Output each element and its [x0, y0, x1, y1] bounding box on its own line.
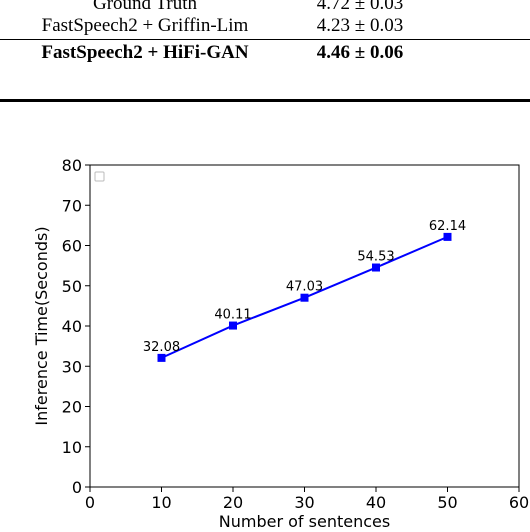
y-tick-label: 10 [62, 438, 82, 457]
y-tick-label: 70 [62, 196, 82, 215]
data-label: 54.53 [357, 250, 394, 265]
legend-box [94, 171, 105, 182]
data-point [300, 293, 309, 302]
x-tick-label: 40 [366, 493, 386, 512]
table-row: Ground Truth 4.72 ± 0.03 [0, 0, 530, 16]
x-tick-label: 30 [294, 493, 314, 512]
data-point [372, 263, 380, 272]
method-cell: Ground Truth [93, 0, 197, 14]
y-axis-label: Inference Time(Seconds) [32, 226, 51, 425]
score-cell: 4.72 ± 0.03 [316, 0, 404, 14]
data-point [443, 232, 452, 241]
table-row: FastSpeech2 + Griffin-Lim 4.23 ± 0.03 [0, 14, 530, 38]
y-tick-label: 80 [62, 156, 82, 175]
x-axis-label: Number of sentences [219, 512, 390, 531]
table-midrule [0, 39, 530, 40]
x-tick-label: 60 [509, 493, 529, 512]
y-tick-label: 0 [72, 478, 82, 497]
method-cell: FastSpeech2 + Griffin-Lim [41, 15, 249, 36]
method-cell: FastSpeech2 + HiFi-GAN [41, 42, 249, 63]
results-table: Ground Truth 4.72 ± 0.03 FastSpeech2 + G… [0, 0, 530, 110]
x-tick-label: 50 [437, 493, 457, 512]
data-point [157, 353, 166, 362]
score-cell: 4.23 ± 0.03 [316, 15, 404, 36]
x-tick-label: 10 [151, 493, 171, 512]
table-row-highlight: FastSpeech2 + HiFi-GAN 4.46 ± 0.06 [0, 41, 530, 65]
data-label: 32.08 [143, 340, 180, 355]
inference-time-chart: 0 10 20 30 40 50 60 0 10 20 30 40 50 60 70 80 32.08 40.1… [0, 150, 530, 532]
data-label: 47.03 [286, 280, 323, 295]
y-tick-label: 40 [62, 317, 82, 336]
plot-frame [89, 164, 520, 488]
y-tick-label: 20 [62, 398, 82, 417]
y-tick-label: 60 [62, 237, 82, 256]
data-label: 40.11 [214, 308, 251, 323]
y-tick-label: 50 [62, 277, 82, 296]
data-label: 62.14 [429, 219, 466, 234]
y-tick-label: 30 [62, 357, 82, 376]
table-bottomrule [0, 99, 530, 102]
chart-svg: 0 10 20 30 40 50 60 0 10 20 30 40 50 60 70 80 32.08 40.1… [32, 156, 529, 531]
score-cell: 4.46 ± 0.06 [316, 42, 404, 63]
x-tick-label: 0 [85, 493, 95, 512]
data-point [229, 321, 237, 330]
x-tick-label: 20 [223, 493, 243, 512]
